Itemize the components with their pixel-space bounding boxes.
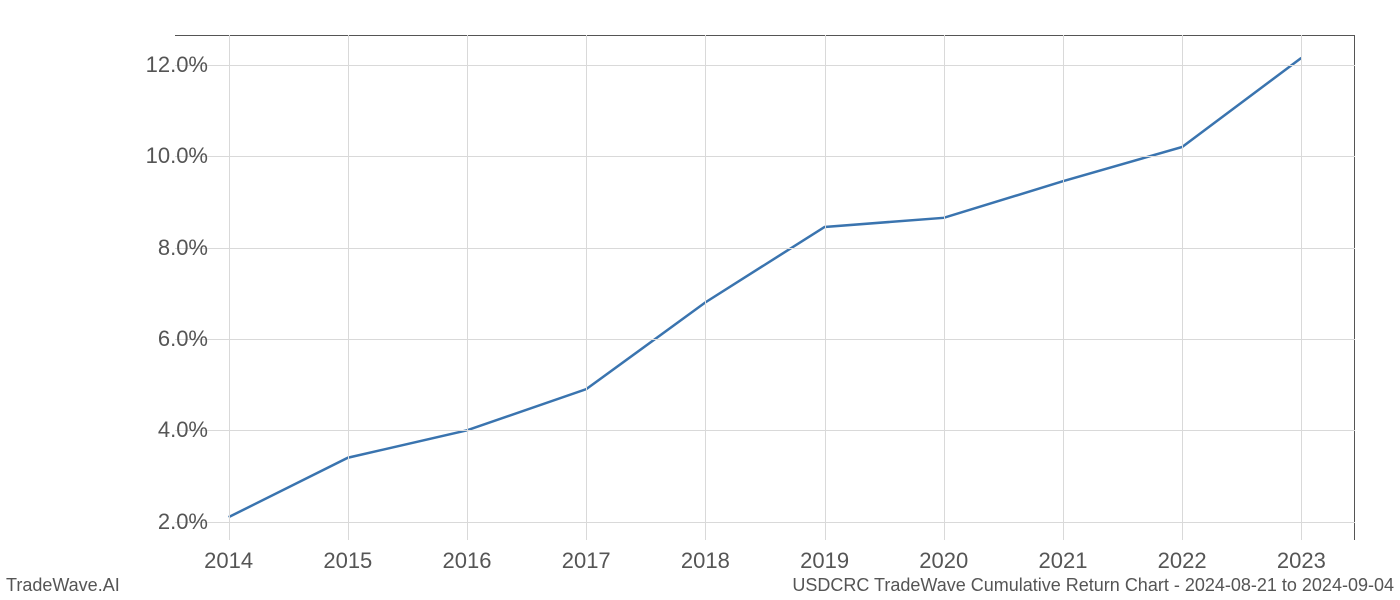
grid-line-vertical [1182, 35, 1183, 540]
x-axis-tick-label: 2022 [1158, 548, 1207, 574]
y-axis-tick-label: 4.0% [158, 417, 208, 443]
x-axis-tick-label: 2023 [1277, 548, 1326, 574]
grid-line-horizontal [175, 65, 1355, 66]
x-axis-tick-label: 2020 [919, 548, 968, 574]
grid-line-horizontal [175, 156, 1355, 157]
grid-line-vertical [467, 35, 468, 540]
x-axis-tick-label: 2014 [204, 548, 253, 574]
grid-line-vertical [825, 35, 826, 540]
chart-plot-area [175, 35, 1355, 540]
grid-line-vertical [944, 35, 945, 540]
grid-line-vertical [1063, 35, 1064, 540]
x-axis-tick-label: 2018 [681, 548, 730, 574]
footer-right-label: USDCRC TradeWave Cumulative Return Chart… [792, 575, 1394, 596]
grid-line-vertical [705, 35, 706, 540]
line-chart-svg [175, 35, 1355, 540]
grid-line-vertical [586, 35, 587, 540]
grid-line-vertical [1301, 35, 1302, 540]
y-axis-tick-label: 10.0% [146, 143, 208, 169]
x-axis-tick-label: 2017 [562, 548, 611, 574]
grid-line-horizontal [175, 522, 1355, 523]
grid-line-vertical [348, 35, 349, 540]
y-axis-tick-label: 2.0% [158, 509, 208, 535]
grid-line-horizontal [175, 339, 1355, 340]
x-axis-tick-label: 2019 [800, 548, 849, 574]
y-axis-tick-label: 12.0% [146, 52, 208, 78]
grid-line-horizontal [175, 430, 1355, 431]
x-axis-tick-label: 2015 [323, 548, 372, 574]
y-axis-tick-label: 8.0% [158, 235, 208, 261]
x-axis-tick-label: 2021 [1038, 548, 1087, 574]
x-axis-tick-label: 2016 [443, 548, 492, 574]
grid-line-horizontal [175, 248, 1355, 249]
footer-left-label: TradeWave.AI [6, 575, 120, 596]
grid-line-vertical [229, 35, 230, 540]
y-axis-tick-label: 6.0% [158, 326, 208, 352]
